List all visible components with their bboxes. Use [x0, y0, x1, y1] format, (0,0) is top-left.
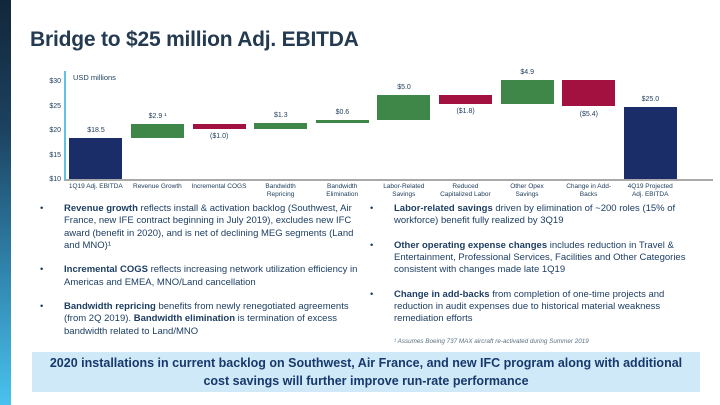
category-label: Reduced Capitalized Labor	[440, 183, 491, 199]
bar-value-label: $0.6	[335, 108, 350, 116]
footnote: ¹ Assumes Boeing 737 MAX aircraft re-act…	[394, 337, 589, 345]
category-label: 4Q19 Projected Adj. EBITDA	[627, 183, 673, 199]
bullet-glyph: •	[40, 203, 44, 214]
y-axis-line	[64, 71, 66, 181]
waterfall-chart: USD millions $30 $25 $20 $15 $10 $18.5 $2.9 ¹…	[0, 69, 720, 202]
bar-value-label: ($1.8)	[456, 108, 475, 116]
waterfall-bar	[254, 122, 308, 130]
bullet-glyph: •	[40, 264, 44, 276]
bar-value-label: $25.0	[641, 95, 660, 103]
y-tick-label: $20	[49, 127, 61, 134]
bullet-text: Labor-related savings driven by eliminat…	[394, 203, 676, 227]
y-tick-label: $15	[49, 151, 61, 159]
category-label: Bandwidth Elimination	[326, 183, 359, 199]
waterfall-bar	[562, 80, 616, 107]
category-label: Incremental COGS	[191, 183, 247, 190]
y-tick-label: $10	[49, 176, 61, 183]
bar-value-label: ($5.4)	[579, 110, 598, 118]
bullet-text: Bandwidth repricing benefits from newly …	[64, 301, 349, 337]
bar-value-label: $4.9	[520, 69, 534, 77]
page-title: Bridge to $25 million Adj. EBITDA	[30, 28, 359, 51]
bar-value-label: $2.9 ¹	[148, 113, 167, 121]
bullet-item: • Bandwidth repricing benefits from newly…	[38, 301, 360, 338]
chart-unit-label: USD millions	[73, 73, 116, 82]
bullet-item: • Labor-related savings driven by elimina…	[368, 203, 705, 228]
bullet-text: Incremental COGS reflects increasing net…	[64, 264, 358, 288]
waterfall-bar	[315, 119, 369, 123]
bullet-glyph: •	[370, 203, 374, 214]
bar-value-label: $1.3	[273, 111, 288, 119]
bullet-item: • Incremental COGS reflects increasing ne…	[38, 264, 360, 289]
bullet-item: • Revenue growth reflects install & activ…	[38, 203, 360, 252]
waterfall-bar	[69, 138, 123, 180]
category-label: 1Q19 Adj. EBITDA	[68, 183, 123, 190]
bullet-text: Change in add-backs from completion of o…	[394, 288, 665, 325]
bar-value-label: $5.0	[397, 84, 411, 92]
bullet-item: • Change in add-backs from completion of …	[368, 289, 705, 326]
bullet-glyph: •	[370, 239, 374, 251]
category-label: Labor-Related Savings	[383, 183, 425, 199]
waterfall-bar	[192, 124, 246, 130]
chart-plot-area: $18.5 $2.9 ¹ ($1.0) $1.3 $0.6 $5.0 ($1.8) $4.9 (…	[65, 69, 713, 181]
waterfall-bar	[438, 95, 492, 105]
waterfall-bar	[377, 95, 431, 120]
bullet-glyph: •	[370, 288, 374, 300]
category-label: Other Opex Savings	[510, 183, 544, 199]
waterfall-bar	[130, 124, 184, 139]
bullet-text: Other operating expense changes includes…	[394, 239, 686, 276]
x-axis-line	[65, 179, 713, 181]
category-label: Change in Add- Backs	[566, 183, 611, 199]
waterfall-bar	[500, 80, 554, 105]
y-tick-label: $25	[49, 102, 61, 110]
category-label: Revenue Growth	[133, 183, 182, 190]
bar-value-label: ($1.0)	[210, 133, 229, 141]
bullet-item: • Other operating expense changes include…	[368, 240, 705, 277]
waterfall-bar	[623, 106, 677, 180]
summary-banner: 2020 installations in current backlog on…	[32, 352, 700, 392]
bullet-column-right: • Labor-related savings driven by elimina…	[368, 203, 705, 345]
category-label: Bandwidth Repricing	[265, 183, 296, 199]
bullet-text: Revenue growth reflects install & activa…	[64, 203, 354, 252]
bullet-column-left: • Revenue growth reflects install & activ…	[38, 203, 360, 350]
left-accent-gradient-bar	[0, 0, 11, 405]
summary-banner-text: 2020 installations in current backlog on…	[49, 355, 683, 388]
bar-value-label: $18.5	[87, 127, 105, 135]
bullet-glyph: •	[40, 301, 44, 313]
y-tick-label: $30	[49, 78, 61, 85]
